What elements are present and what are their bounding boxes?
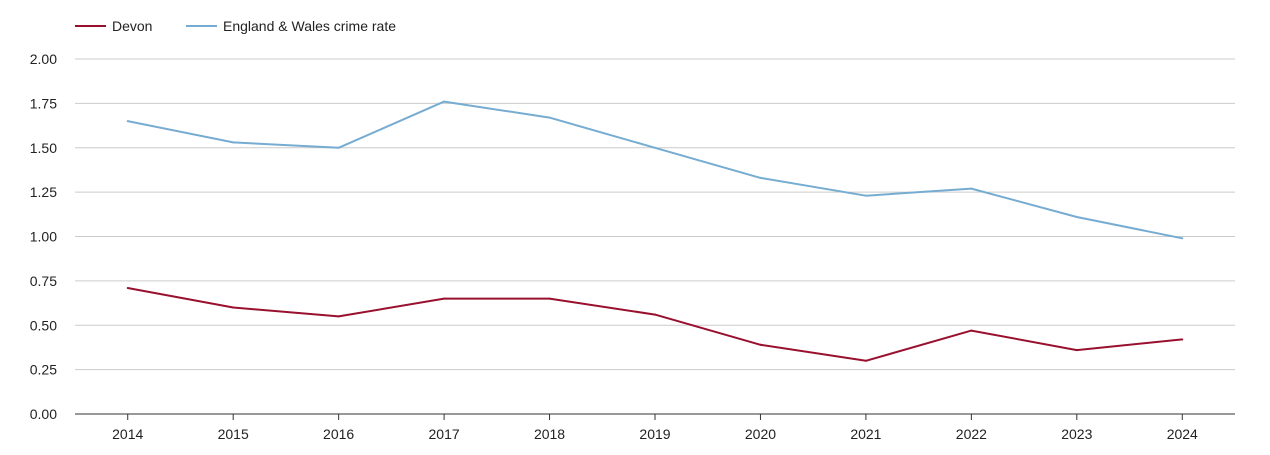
y-gridlines [75, 58, 1235, 371]
y-tick-label: 2.00 [30, 51, 57, 67]
series-line-1 [127, 100, 1183, 240]
y-tick-label: 1.00 [30, 229, 57, 245]
x-tick-label: 2022 [956, 426, 987, 442]
legend-label-devon: Devon [112, 18, 152, 34]
x-tick-label: 2021 [850, 426, 881, 442]
x-tick-label: 2017 [429, 426, 460, 442]
legend-label-england-wales: England & Wales crime rate [223, 18, 396, 34]
series-0-point [232, 306, 235, 309]
series-1-point [1181, 237, 1184, 240]
x-tick-label: 2016 [323, 426, 354, 442]
series-0-point [126, 286, 129, 289]
series-1-point [759, 176, 762, 179]
series-1-point [1075, 215, 1078, 218]
y-tick-label: 1.75 [30, 95, 57, 111]
y-axis-tick-labels: 0.00 0.25 0.50 0.75 1.00 1.25 1.50 1.75 2.00 [30, 51, 57, 422]
series-1-point [126, 120, 129, 123]
y-tick-label: 1.25 [30, 184, 57, 200]
series-1-point [443, 100, 446, 103]
x-tick-label: 2023 [1061, 426, 1092, 442]
series-0-point [970, 329, 973, 332]
series-lines [126, 100, 1184, 362]
series-0-point [337, 315, 340, 318]
y-tick-label: 0.75 [30, 273, 57, 289]
series-1-point [548, 116, 551, 119]
x-tick-label: 2020 [745, 426, 776, 442]
x-tick-label: 2015 [218, 426, 249, 442]
x-tick-label: 2019 [639, 426, 670, 442]
x-tick-label: 2018 [534, 426, 565, 442]
series-1-point [232, 141, 235, 144]
series-0-point [654, 313, 656, 316]
x-tick-label: 2014 [112, 426, 143, 442]
legend: Devon England & Wales crime rate [75, 18, 396, 34]
series-1-point [864, 194, 867, 197]
series-0-point [759, 343, 762, 346]
series-0-point [548, 297, 551, 300]
y-tick-label: 0.00 [30, 406, 57, 422]
series-0-point [1075, 349, 1078, 352]
y-tick-label: 0.50 [30, 317, 57, 333]
series-line-0 [127, 287, 1183, 362]
series-0-point [864, 359, 867, 362]
y-tick-label: 0.25 [30, 362, 57, 378]
series-1-point [970, 187, 973, 190]
x-tick-label: 2024 [1167, 426, 1198, 442]
series-0-point [1181, 338, 1184, 341]
y-tick-label: 1.50 [30, 140, 57, 156]
series-1-point [337, 146, 340, 149]
series-0-point [443, 297, 446, 300]
x-axis: 2014 2015 2016 2017 2018 2019 2020 2021 2022 2023… [75, 413, 1235, 442]
series-1-point [654, 146, 656, 149]
